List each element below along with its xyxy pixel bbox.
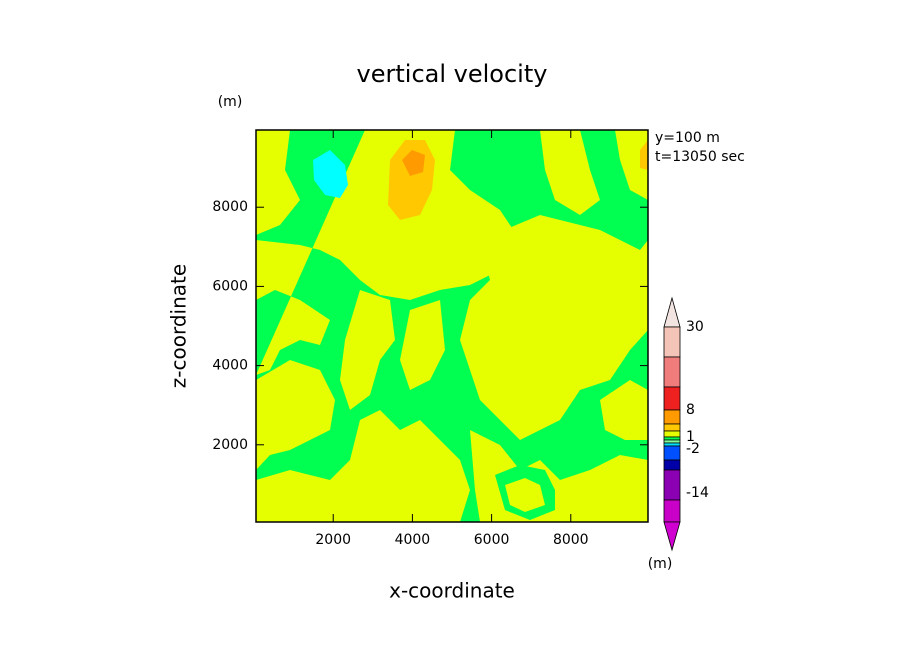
annotation: t=13050 sec: [655, 149, 745, 165]
colorbar-segment: [663, 459, 681, 471]
x-tick-label: 8000: [553, 532, 589, 548]
colorbar-segment: [663, 430, 681, 438]
colorbar-segment: [663, 442, 681, 447]
colorbar-unit: (m): [648, 556, 673, 572]
colorbar-tick-label: -2: [686, 441, 700, 457]
y-tick-label: 6000: [212, 278, 248, 294]
annotation: y=100 m: [655, 130, 720, 146]
colorbar-segment: [663, 356, 681, 388]
contour-field: [256, 130, 648, 522]
colorbar-segment: [663, 409, 681, 425]
colorbar-tick-label: 1: [686, 429, 695, 445]
colorbar-segment: [663, 521, 681, 552]
colorbar-segment: [663, 439, 681, 444]
plot-frame: [255, 129, 649, 523]
colorbar-segment: [663, 423, 681, 432]
x-tick-label: 2000: [315, 532, 351, 548]
x-axis-label: x-coordinate: [389, 579, 515, 603]
colorbar-tick-label: 30: [686, 319, 704, 335]
y-tick-label: 2000: [212, 437, 248, 453]
colorbar-segment: [663, 386, 681, 411]
x-tick-label: 6000: [474, 532, 510, 548]
x-tick-label: 4000: [395, 532, 431, 548]
chart-title: vertical velocity: [357, 60, 548, 88]
colorbar-tick-label: -14: [686, 485, 709, 501]
colorbar-segment: [663, 436, 681, 441]
colorbar-segment: [663, 296, 681, 328]
y-unit: (m): [218, 94, 243, 110]
y-axis-label: z-coordinate: [167, 264, 191, 388]
colorbar-tick-label: 8: [686, 402, 695, 418]
colorbar-segment: [663, 469, 681, 501]
colorbar-segment: [663, 445, 681, 461]
y-tick-label: 8000: [212, 199, 248, 215]
colorbar-segment: [663, 326, 681, 358]
y-tick-label: 4000: [212, 358, 248, 374]
colorbar-segment: [663, 499, 681, 523]
